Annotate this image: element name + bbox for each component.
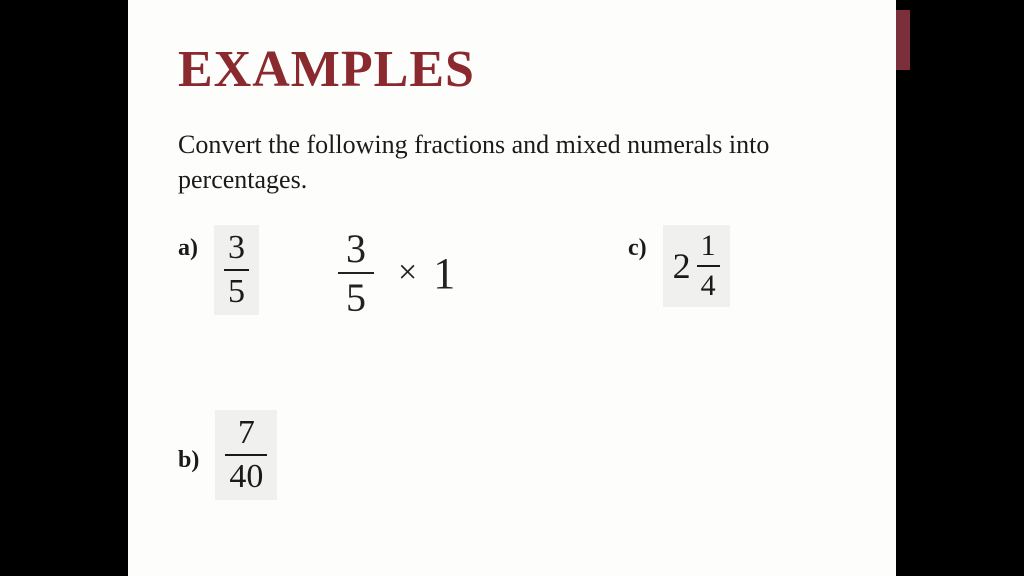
handwriting-operand: 1 xyxy=(433,248,455,299)
handwritten-work: 3 5 × 1 xyxy=(338,225,455,321)
problem-b-label: b) xyxy=(178,447,199,474)
handwriting-fraction: 3 5 xyxy=(338,225,374,321)
slide-title: EXAMPLES xyxy=(178,40,856,99)
mixed-c-whole: 2 xyxy=(673,245,691,287)
mixed-c-numerator: 1 xyxy=(697,229,720,265)
fraction-a-denominator: 5 xyxy=(224,269,249,311)
right-accent-strip xyxy=(896,10,910,70)
handwriting-operator: × xyxy=(398,254,417,292)
problem-b: b) 7 40 xyxy=(178,410,277,500)
problem-c: c) 2 1 4 xyxy=(628,225,730,307)
problems-container: a) 3 5 3 5 × 1 c) 2 1 4 xyxy=(178,225,856,545)
handwriting-denominator: 5 xyxy=(338,272,374,321)
problem-c-label: c) xyxy=(628,235,647,262)
fraction-b-numerator: 7 xyxy=(234,414,259,454)
mixed-c-denominator: 4 xyxy=(697,265,720,303)
mixed-number-c: 2 1 4 xyxy=(663,225,730,307)
left-black-bar xyxy=(0,0,128,576)
fraction-a-numerator: 3 xyxy=(224,229,249,269)
handwriting-numerator: 3 xyxy=(338,225,374,272)
problem-a-label: a) xyxy=(178,235,198,262)
instruction-text: Convert the following fractions and mixe… xyxy=(178,127,778,197)
fraction-b-denominator: 40 xyxy=(225,454,267,496)
fraction-a: 3 5 xyxy=(214,225,259,315)
slide-content: EXAMPLES Convert the following fractions… xyxy=(128,0,896,576)
problem-a: a) 3 5 xyxy=(178,225,259,315)
fraction-b: 7 40 xyxy=(215,410,277,500)
mixed-c-fraction: 1 4 xyxy=(697,229,720,303)
right-black-bar xyxy=(896,0,1024,576)
